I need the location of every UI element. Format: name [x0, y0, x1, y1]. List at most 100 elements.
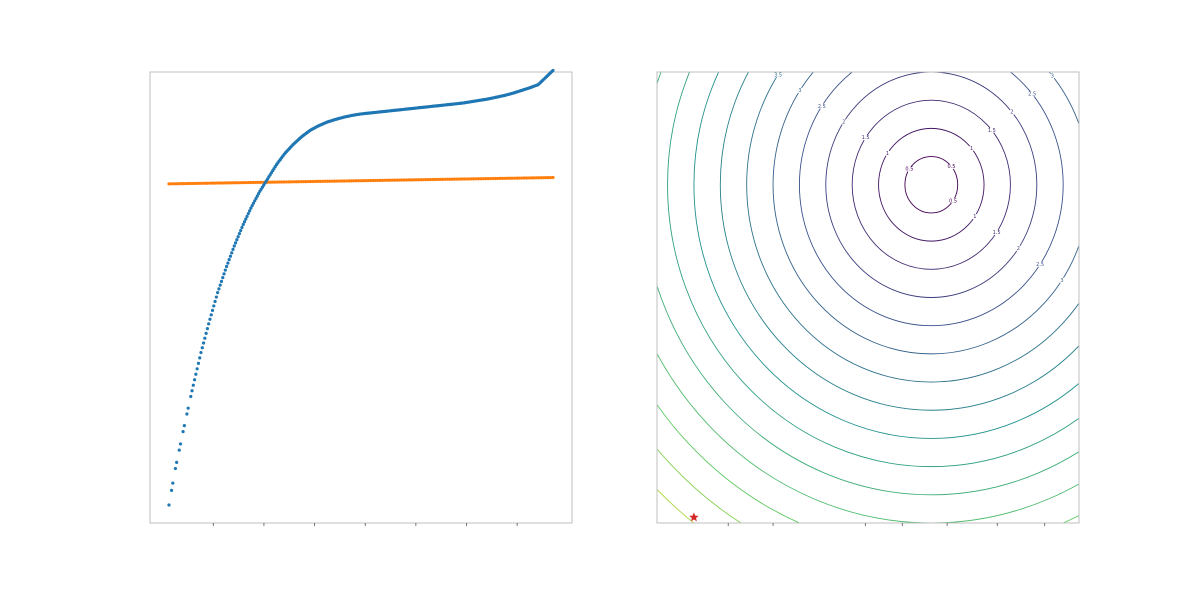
blue-point: [239, 228, 243, 233]
blue-point: [196, 361, 201, 365]
left-x-ticks: [212, 523, 518, 526]
orange-point: [188, 181, 193, 186]
contour-label: 5: [1131, 1, 1134, 7]
orange-point: [479, 177, 483, 181]
contour-label-gap: [1015, 245, 1022, 252]
orange-point: [241, 181, 245, 185]
orange-point: [369, 178, 373, 183]
orange-point: [417, 178, 421, 182]
orange-point: [505, 176, 510, 180]
contour-label: 5.5: [687, 9, 695, 15]
orange-point: [239, 181, 243, 185]
orange-point: [359, 179, 363, 183]
right-plot-frame: [656, 71, 1080, 524]
contour-label-gap: [1070, 55, 1076, 61]
contour-label-gap: [1124, 325, 1130, 331]
contour-label: 3: [1060, 278, 1063, 284]
contour-label-gap: [753, 56, 759, 62]
orange-point: [304, 179, 308, 184]
orange-point: [308, 179, 313, 184]
contour-line: [799, 72, 1064, 327]
orange-point: [383, 178, 387, 182]
blue-point: [222, 272, 226, 276]
orange-point: [299, 180, 303, 184]
blue-point: [256, 192, 261, 196]
orange-point: [477, 177, 481, 181]
orange-point: [460, 177, 464, 181]
blue-point: [248, 209, 252, 213]
contour-label-gap: [950, 197, 957, 204]
contour-label: 2: [842, 119, 845, 125]
orange-point: [405, 178, 409, 182]
blue-point: [227, 258, 231, 262]
contour-label-gap: [906, 166, 913, 173]
contour-label-gap: [796, 87, 803, 94]
orange-point: [421, 178, 426, 182]
blue-point: [185, 412, 189, 416]
series-orange: [167, 175, 555, 186]
contour-label: 6: [1191, 373, 1194, 379]
blue-point: [167, 503, 171, 507]
blue-point: [212, 304, 216, 308]
contour-label: 0.5: [947, 164, 955, 170]
orange-point: [224, 181, 229, 185]
orange-point: [347, 179, 351, 183]
blue-point: [214, 295, 218, 299]
blue-point: [251, 201, 256, 205]
orange-point: [412, 178, 416, 182]
orange-point: [443, 177, 447, 181]
contour-label-gap: [1102, 309, 1108, 315]
orange-point: [390, 178, 394, 182]
contour-label: 2: [1010, 110, 1013, 116]
contour-line: [657, 403, 1079, 523]
orange-point: [407, 178, 411, 182]
orange-point: [294, 180, 298, 184]
orange-point: [525, 176, 529, 180]
orange-point: [280, 180, 284, 184]
orange-point: [215, 181, 219, 185]
orange-point: [486, 176, 490, 181]
orange-point: [349, 179, 353, 183]
blue-point: [226, 261, 230, 265]
orange-point: [325, 179, 329, 183]
contour-line: [878, 127, 985, 242]
orange-point: [489, 176, 493, 181]
contour-label-gap: [1081, 293, 1087, 299]
orange-point: [340, 179, 344, 183]
contour-line: [825, 72, 1038, 298]
orange-point: [174, 182, 178, 186]
contour-label-gap: [1049, 72, 1056, 79]
orange-point: [318, 179, 322, 183]
contour-label: 5.5: [1167, 357, 1175, 363]
orange-point: [169, 182, 173, 186]
contour-label: 0.5: [949, 198, 957, 204]
orange-point: [208, 181, 212, 185]
contour-label-gap: [1008, 109, 1015, 116]
contour-label-gap: [1029, 90, 1036, 97]
orange-point: [462, 177, 466, 181]
blue-point: [242, 220, 247, 224]
orange-point: [551, 175, 555, 180]
orange-point: [316, 179, 320, 184]
orange-point: [517, 176, 522, 180]
orange-point: [503, 176, 507, 180]
blue-point: [210, 308, 215, 312]
orange-point: [529, 176, 534, 180]
orange-point: [491, 176, 495, 181]
blue-point: [173, 466, 177, 471]
orange-point: [282, 180, 286, 184]
orange-point: [332, 179, 337, 183]
orange-point: [222, 181, 226, 185]
contour-label: 2.5: [1036, 262, 1044, 268]
orange-point: [342, 179, 346, 183]
orange-point: [172, 182, 176, 186]
orange-point: [429, 177, 433, 182]
contour-line: [772, 72, 1079, 355]
contour-label: 1.5: [988, 128, 996, 134]
contour-label-gap: [968, 145, 975, 152]
contour-line: [657, 72, 1079, 496]
blue-point: [217, 287, 221, 291]
contour-label-gap: [1168, 357, 1174, 363]
star-marker: [689, 512, 699, 522]
